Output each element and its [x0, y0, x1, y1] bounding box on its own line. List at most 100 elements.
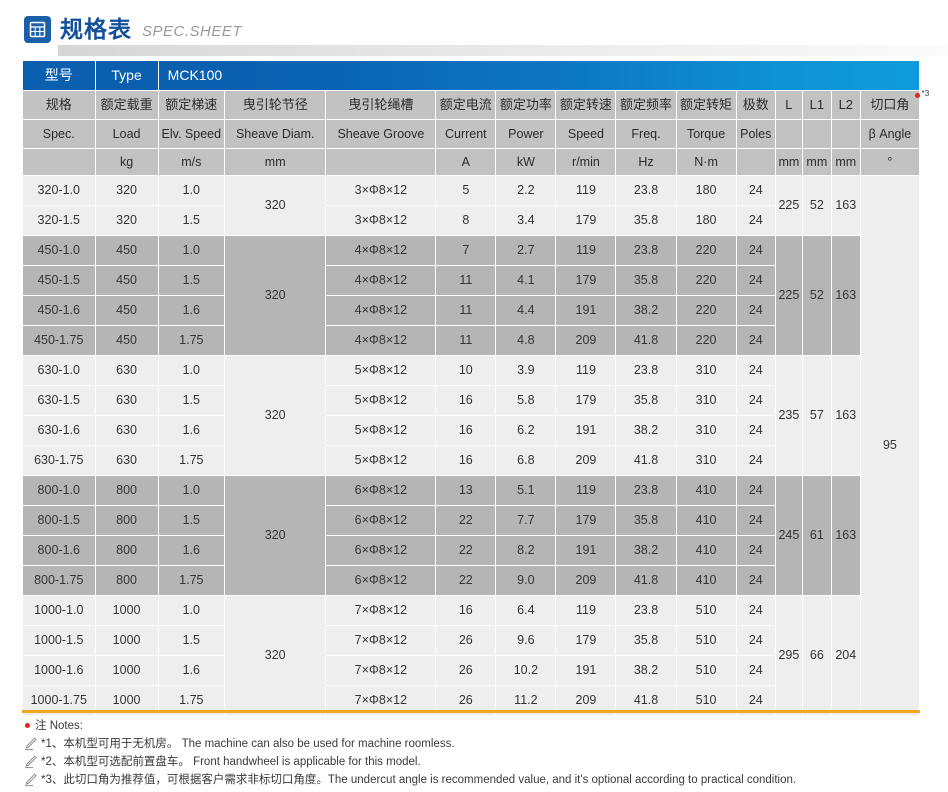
column-header-unit [736, 149, 775, 175]
table-row: 630-1.75 630 1.75 5×Φ8×12 16 6.8 209 41.8 310 24 [23, 446, 919, 475]
undercut-angle-header: 切口角 *3 [870, 87, 930, 112]
column-header-cn: 额定载重 [95, 91, 158, 119]
cell-rpm: 209 [556, 566, 616, 595]
cell-freq: 41.8 [616, 446, 676, 475]
column-header-en [831, 120, 860, 148]
page-title-bar: 规格表 SPEC.SHEET [24, 8, 948, 56]
cell-torque: 510 [676, 656, 736, 685]
table-row: 450-1.0 450 1.0 320 4×Φ8×12 7 2.7 119 23.8 220 24 2… [23, 236, 919, 355]
cell-power: 6.8 [496, 446, 556, 475]
column-header-en: Poles [736, 120, 775, 148]
cell-torque: 220 [676, 326, 736, 355]
cell-torque: 410 [676, 566, 736, 595]
cell-power: 6.2 [496, 416, 556, 445]
cell-freq: 35.8 [616, 266, 676, 295]
cell-sheave-diameter: 320 [224, 476, 326, 595]
cell-speed: 1.0 [158, 356, 224, 385]
column-header-unit: mm [831, 149, 860, 175]
cell-speed: 1.0 [158, 176, 224, 205]
note-item-text: *1、本机型可用于无机房。 The machine can also be us… [41, 738, 455, 750]
cell-poles: 24 [736, 416, 775, 445]
cell-freq: 38.2 [616, 416, 676, 445]
cell-speed: 1.5 [158, 626, 224, 655]
cell-spec: 630-1.5 [23, 386, 95, 415]
cell-load: 630 [95, 356, 158, 385]
spec-table: 型号 Type MCK100 规格 额定载重 额定梯速 曳引轮节径 曳引轮绳槽 额定电流 额定功率… [22, 60, 930, 716]
note-item-text: *3、此切口角为推荐值，可根据客户需求非标切口角度。The undercut a… [41, 774, 797, 786]
note-item: *1、本机型可用于无机房。 The machine can also be us… [24, 735, 924, 753]
cell-current: 10 [436, 356, 496, 385]
cell-poles: 24 [736, 176, 775, 205]
column-header-unit: m/s [158, 149, 224, 175]
cell-sheave-diameter: 320 [224, 356, 326, 475]
cell-load: 1000 [95, 596, 158, 625]
cell-load: 800 [95, 536, 158, 565]
cell-spec: 450-1.6 [23, 296, 95, 325]
cell-freq: 41.8 [616, 326, 676, 355]
cell-current: 16 [436, 416, 496, 445]
cell-groove: 6×Φ8×12 [326, 506, 436, 535]
bullet-dot-icon [25, 723, 30, 728]
cell-speed: 1.75 [158, 326, 224, 355]
cell-freq: 41.8 [616, 566, 676, 595]
cell-spec: 450-1.75 [23, 326, 95, 355]
table-row: 800-1.75 800 1.75 6×Φ8×12 22 9.0 209 41.8 410 24 [23, 566, 919, 595]
cell-l: 245 [775, 476, 802, 595]
cell-load: 320 [95, 176, 158, 205]
cell-spec: 630-1.0 [23, 356, 95, 385]
column-header-unit: Hz [616, 149, 676, 175]
column-header-cn: 极数 [736, 91, 775, 119]
pencil-icon [24, 773, 37, 787]
cell-load: 630 [95, 386, 158, 415]
cell-freq: 23.8 [616, 596, 676, 625]
cell-load: 450 [95, 266, 158, 295]
cell-current: 13 [436, 476, 496, 505]
cell-poles: 24 [736, 626, 775, 655]
table-grid-icon [24, 16, 51, 43]
page-subtitle: SPEC.SHEET [142, 23, 243, 40]
table-row: 630-1.5 630 1.5 5×Φ8×12 16 5.8 179 35.8 310 24 [23, 386, 919, 415]
cell-speed: 1.5 [158, 386, 224, 415]
cell-torque: 310 [676, 416, 736, 445]
cell-groove: 5×Φ8×12 [326, 386, 436, 415]
table-row: 450-1.5 450 1.5 4×Φ8×12 11 4.1 179 35.8 220 24 [23, 266, 919, 295]
cell-load: 630 [95, 416, 158, 445]
cell-rpm: 191 [556, 656, 616, 685]
cell-spec: 320-1.5 [23, 206, 95, 235]
cell-torque: 220 [676, 236, 736, 265]
cell-groove: 4×Φ8×12 [326, 266, 436, 295]
column-header-cn: 额定梯速 [158, 91, 224, 119]
table-row: 450-1.6 450 1.6 4×Φ8×12 11 4.4 191 38.2 220 24 [23, 296, 919, 325]
column-header-unit: mm [224, 149, 326, 175]
cell-power: 9.6 [496, 626, 556, 655]
cell-current: 11 [436, 296, 496, 325]
cell-torque: 180 [676, 176, 736, 205]
column-header-en [802, 120, 831, 148]
cell-load: 630 [95, 446, 158, 475]
cell-l1: 57 [802, 356, 831, 475]
cell-load: 1000 [95, 656, 158, 685]
cell-groove: 5×Φ8×12 [326, 356, 436, 385]
cell-groove: 7×Φ8×12 [326, 656, 436, 685]
column-header-cn: 曳引轮绳槽 [326, 91, 436, 119]
column-header-cn: L [775, 91, 802, 119]
cell-power: 8.2 [496, 536, 556, 565]
cell-rpm: 209 [556, 326, 616, 355]
cell-groove: 4×Φ8×12 [326, 326, 436, 355]
column-header-unit [326, 149, 436, 175]
cell-rpm: 191 [556, 296, 616, 325]
cell-freq: 23.8 [616, 236, 676, 265]
cell-l2: 163 [831, 176, 860, 235]
cell-speed: 1.6 [158, 416, 224, 445]
cell-power: 4.1 [496, 266, 556, 295]
cell-poles: 24 [736, 656, 775, 685]
column-header-unit: ° [860, 149, 919, 175]
column-header-en: Sheave Diam. [224, 120, 326, 148]
model-header-row: 型号 Type MCK100 [23, 61, 919, 90]
cell-groove: 4×Φ8×12 [326, 296, 436, 325]
cell-poles: 24 [736, 566, 775, 595]
cell-power: 9.0 [496, 566, 556, 595]
column-header-unit: mm [775, 149, 802, 175]
cell-current: 11 [436, 326, 496, 355]
